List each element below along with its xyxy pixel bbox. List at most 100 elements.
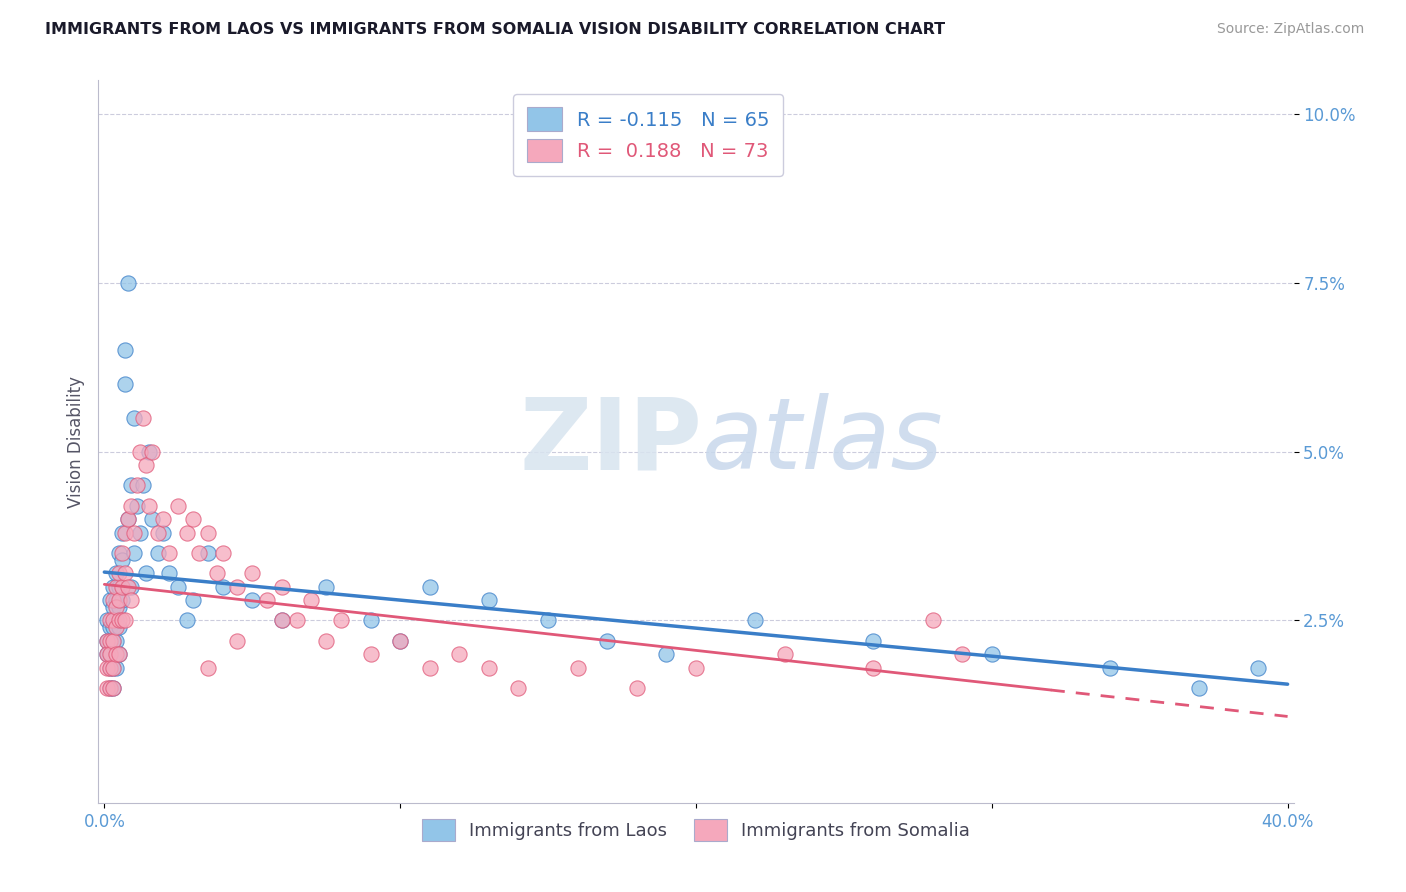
Y-axis label: Vision Disability: Vision Disability: [66, 376, 84, 508]
Point: [285, 614, 308, 628]
Point: [111, 593, 134, 607]
Point: [98, 620, 121, 634]
Point: [103, 580, 125, 594]
Point: [141, 444, 163, 458]
Point: [105, 580, 128, 594]
Point: [105, 566, 128, 581]
Point: [135, 566, 157, 581]
Point: [197, 525, 219, 540]
Point: [117, 512, 139, 526]
Point: [98, 633, 121, 648]
Point: [98, 681, 121, 695]
Point: [626, 681, 648, 695]
Point: [125, 478, 148, 492]
Point: [103, 614, 125, 628]
Point: [98, 647, 121, 661]
Point: [98, 661, 121, 675]
Point: [128, 444, 150, 458]
Point: [389, 633, 412, 648]
Point: [108, 580, 131, 594]
Point: [108, 647, 131, 661]
Point: [508, 681, 530, 695]
Point: [120, 499, 142, 513]
Point: [122, 411, 145, 425]
Point: [122, 546, 145, 560]
Point: [108, 593, 131, 607]
Point: [862, 633, 884, 648]
Point: [315, 580, 337, 594]
Point: [167, 499, 190, 513]
Point: [167, 580, 190, 594]
Point: [211, 580, 233, 594]
Point: [197, 546, 219, 560]
Point: [105, 620, 128, 634]
Point: [685, 661, 707, 675]
Point: [226, 633, 249, 648]
Point: [98, 681, 121, 695]
Point: [449, 647, 471, 661]
Point: [256, 593, 278, 607]
Point: [205, 566, 228, 581]
Point: [188, 546, 211, 560]
Point: [537, 614, 560, 628]
Point: [157, 566, 180, 581]
Point: [744, 614, 766, 628]
Point: [655, 647, 678, 661]
Point: [117, 512, 139, 526]
Point: [114, 525, 136, 540]
Point: [98, 614, 121, 628]
Point: [96, 647, 118, 661]
Point: [96, 681, 118, 695]
Point: [389, 633, 412, 648]
Point: [596, 633, 619, 648]
Point: [360, 647, 382, 661]
Point: [111, 552, 134, 566]
Point: [141, 512, 163, 526]
Point: [138, 444, 160, 458]
Point: [98, 647, 121, 661]
Point: [176, 525, 198, 540]
Point: [197, 661, 219, 675]
Point: [120, 580, 142, 594]
Point: [152, 525, 174, 540]
Point: [478, 593, 501, 607]
Point: [135, 458, 157, 472]
Point: [103, 681, 125, 695]
Point: [103, 661, 125, 675]
Point: [980, 647, 1002, 661]
Point: [120, 593, 142, 607]
Point: [117, 580, 139, 594]
Point: [419, 661, 441, 675]
Point: [98, 593, 121, 607]
Point: [96, 633, 118, 648]
Point: [103, 661, 125, 675]
Point: [105, 614, 128, 628]
Point: [211, 546, 233, 560]
Point: [181, 593, 204, 607]
Point: [103, 633, 125, 648]
Point: [111, 614, 134, 628]
Point: [105, 633, 128, 648]
Point: [105, 647, 128, 661]
Point: [921, 614, 943, 628]
Point: [105, 661, 128, 675]
Point: [270, 614, 292, 628]
Text: atlas: atlas: [702, 393, 943, 490]
Point: [108, 566, 131, 581]
Point: [96, 614, 118, 628]
Legend: Immigrants from Laos, Immigrants from Somalia: Immigrants from Laos, Immigrants from So…: [415, 812, 977, 848]
Point: [270, 580, 292, 594]
Point: [478, 661, 501, 675]
Point: [157, 546, 180, 560]
Point: [862, 661, 884, 675]
Point: [103, 599, 125, 614]
Point: [108, 546, 131, 560]
Point: [103, 681, 125, 695]
Point: [117, 276, 139, 290]
Point: [111, 580, 134, 594]
Point: [176, 614, 198, 628]
Point: [315, 633, 337, 648]
Point: [567, 661, 589, 675]
Point: [138, 499, 160, 513]
Point: [111, 546, 134, 560]
